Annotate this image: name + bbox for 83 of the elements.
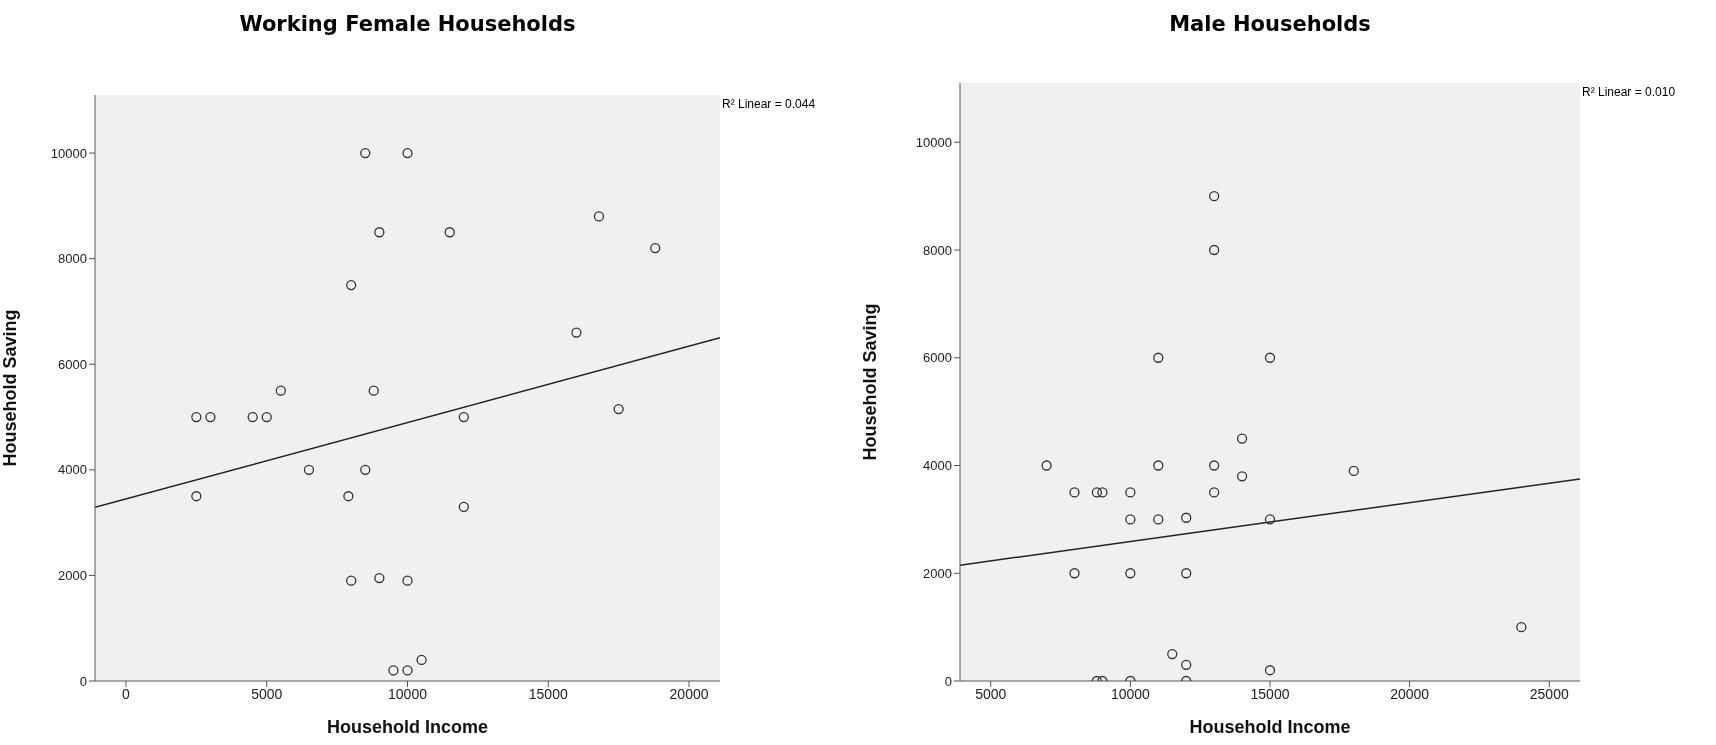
point bbox=[1181, 568, 1192, 579]
x-axis-title: Household Income bbox=[1189, 717, 1351, 737]
point bbox=[1516, 621, 1527, 633]
point bbox=[1236, 433, 1248, 444]
y-tick-label: 4000 bbox=[923, 458, 952, 474]
point bbox=[458, 411, 469, 423]
point bbox=[1167, 648, 1178, 660]
text: R² Linear = 0.044 bbox=[722, 97, 816, 111]
point bbox=[402, 665, 413, 676]
point bbox=[374, 572, 385, 584]
point bbox=[368, 385, 379, 396]
x-tick-label: 15000 bbox=[528, 685, 568, 702]
point bbox=[1153, 514, 1164, 525]
x-tick-label: 20000 bbox=[1390, 685, 1430, 702]
point bbox=[1208, 244, 1220, 256]
y-tick-label: 6000 bbox=[923, 350, 952, 366]
point bbox=[402, 575, 413, 586]
y-axis-title: Household Saving bbox=[0, 309, 21, 467]
x-tick-label: 10000 bbox=[388, 685, 428, 702]
x-tick-label: 20000 bbox=[669, 685, 709, 702]
point bbox=[346, 279, 357, 291]
point bbox=[1069, 568, 1080, 579]
point bbox=[1181, 512, 1192, 523]
text: R² Linear = 0.010 bbox=[1582, 85, 1676, 99]
point bbox=[1264, 665, 1276, 676]
point bbox=[343, 491, 354, 502]
point bbox=[303, 464, 315, 475]
chart-title: Male Households bbox=[1168, 12, 1372, 36]
point bbox=[1091, 487, 1102, 498]
point bbox=[247, 411, 258, 423]
point bbox=[444, 227, 455, 238]
point bbox=[275, 385, 286, 396]
point bbox=[1348, 465, 1359, 477]
point bbox=[346, 575, 357, 586]
point bbox=[1153, 460, 1164, 471]
chart-title: Working Female Households bbox=[238, 12, 577, 36]
x-tick-label: 10000 bbox=[1110, 685, 1151, 702]
point bbox=[1208, 460, 1220, 471]
x-tick-label: 15000 bbox=[1250, 685, 1290, 702]
point bbox=[191, 491, 202, 502]
x-tick-label: 25000 bbox=[1529, 685, 1569, 702]
x-tick-label: 0 bbox=[122, 685, 131, 702]
point bbox=[458, 501, 469, 512]
point bbox=[1125, 487, 1136, 498]
point bbox=[1069, 487, 1080, 498]
y-tick-label: 2000 bbox=[923, 565, 952, 581]
point bbox=[1181, 659, 1192, 670]
point bbox=[1264, 514, 1276, 525]
point bbox=[261, 411, 272, 423]
point bbox=[571, 327, 582, 338]
point bbox=[360, 147, 371, 159]
point bbox=[613, 403, 624, 415]
y-tick-label: 0 bbox=[79, 673, 87, 689]
x-tick-label: 5000 bbox=[975, 685, 1007, 702]
point bbox=[374, 227, 385, 238]
point bbox=[650, 242, 661, 254]
y-tick-label: 6000 bbox=[58, 356, 87, 372]
point bbox=[205, 411, 216, 423]
point bbox=[1153, 352, 1164, 363]
point bbox=[1041, 460, 1052, 471]
y-tick-label: 10000 bbox=[50, 145, 87, 161]
y-tick-label: 0 bbox=[944, 673, 952, 689]
y-tick-label: 8000 bbox=[923, 242, 952, 258]
point bbox=[1208, 190, 1220, 202]
y-tick-label: 2000 bbox=[58, 568, 87, 584]
point bbox=[1125, 568, 1136, 579]
point bbox=[1125, 514, 1136, 525]
point bbox=[402, 147, 413, 159]
point bbox=[388, 665, 399, 676]
point bbox=[1236, 471, 1248, 482]
point bbox=[1208, 487, 1220, 498]
point bbox=[191, 411, 202, 423]
x-tick-label: 5000 bbox=[251, 685, 283, 702]
point bbox=[416, 654, 427, 666]
point bbox=[360, 464, 371, 475]
y-axis-title: Household Saving bbox=[860, 303, 881, 461]
point bbox=[1264, 352, 1276, 363]
y-tick-label: 10000 bbox=[915, 134, 952, 150]
point bbox=[1097, 487, 1108, 498]
y-tick-label: 8000 bbox=[58, 251, 87, 267]
point bbox=[593, 211, 605, 222]
y-tick-label: 4000 bbox=[58, 462, 87, 478]
x-axis-title: Household Income bbox=[326, 717, 489, 737]
